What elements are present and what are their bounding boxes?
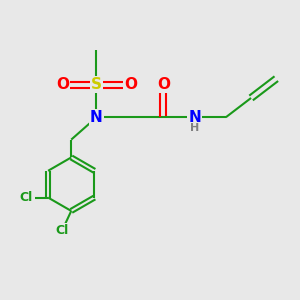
Text: S: S bbox=[91, 77, 102, 92]
Text: Cl: Cl bbox=[19, 191, 32, 204]
Text: H: H bbox=[190, 123, 199, 133]
Text: Cl: Cl bbox=[56, 224, 69, 237]
Text: O: O bbox=[157, 77, 170, 92]
Text: O: O bbox=[56, 77, 69, 92]
Text: N: N bbox=[188, 110, 201, 125]
Text: N: N bbox=[90, 110, 103, 125]
Text: O: O bbox=[124, 77, 137, 92]
